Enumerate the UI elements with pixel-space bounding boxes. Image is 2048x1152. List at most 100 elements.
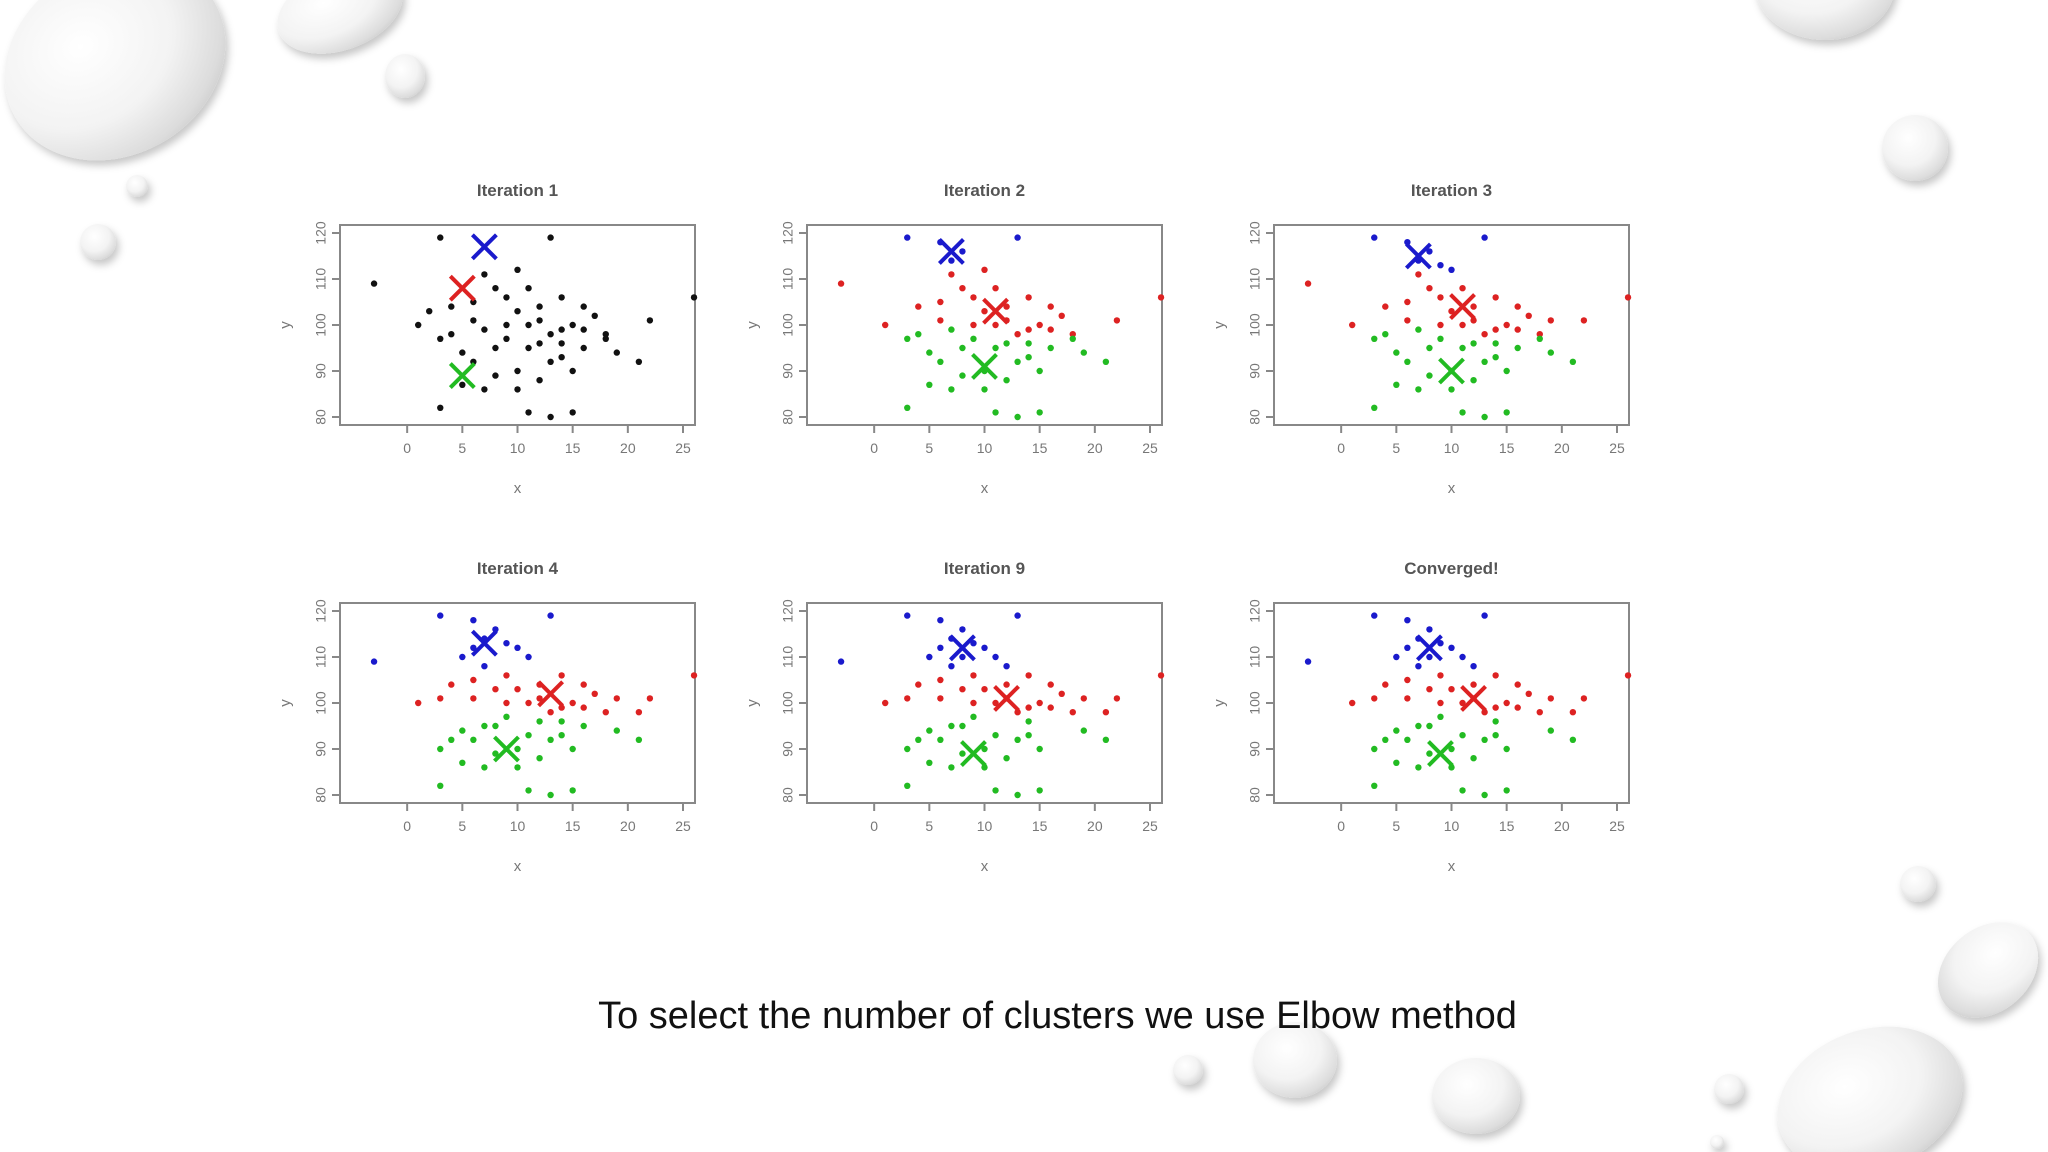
panel-title: Iteration 9 [944, 559, 1025, 578]
data-point [1437, 699, 1444, 707]
data-point [1069, 331, 1076, 338]
data-point [1014, 791, 1021, 799]
data-point [948, 326, 955, 333]
data-point [1036, 745, 1043, 753]
data-point [1058, 690, 1065, 697]
data-point [1547, 349, 1555, 356]
y-tick-label: 90 [313, 363, 329, 379]
data-point [1536, 335, 1543, 342]
data-point [1481, 331, 1488, 338]
data-point [613, 695, 620, 702]
data-point [937, 617, 944, 624]
data-point [569, 699, 576, 707]
data-point [981, 308, 988, 315]
data-point [1102, 709, 1110, 716]
data-point [503, 672, 510, 679]
data-point [948, 764, 955, 771]
data-point [904, 695, 911, 702]
data-point [635, 736, 643, 743]
centroid-marker [1404, 242, 1432, 270]
data-point [1404, 676, 1411, 684]
data-point [915, 736, 922, 743]
data-point [437, 335, 444, 342]
x-tick-label: 25 [1142, 818, 1158, 834]
plot-frame [806, 602, 1163, 804]
data-point [470, 617, 477, 624]
data-point [904, 782, 911, 789]
data-point [569, 321, 576, 329]
centroid-marker [937, 237, 965, 265]
data-point [1514, 704, 1521, 711]
data-point [1047, 681, 1054, 688]
data-point [514, 308, 521, 315]
data-point [1393, 381, 1400, 388]
data-point [470, 695, 477, 702]
y-tick-label: 90 [1247, 363, 1263, 379]
data-point [970, 335, 977, 342]
data-point [1481, 413, 1488, 421]
data-point [547, 736, 554, 743]
centroid-marker [971, 352, 998, 380]
data-point [1492, 326, 1499, 333]
data-point [1036, 367, 1043, 375]
x-tick-label: 25 [1609, 818, 1625, 834]
x-tick-label: 5 [925, 440, 933, 456]
data-point [1036, 787, 1043, 794]
data-point [1426, 372, 1433, 379]
data-point [1437, 713, 1444, 720]
data-point [426, 308, 433, 315]
data-point [970, 699, 977, 707]
data-point [459, 727, 466, 734]
data-point [992, 344, 999, 352]
data-point [1492, 354, 1499, 361]
data-point [1080, 349, 1088, 356]
centroid-marker [1416, 634, 1443, 662]
data-point [635, 709, 643, 716]
data-point [959, 750, 966, 757]
y-axis-label: y [744, 699, 761, 707]
x-tick-label: 25 [675, 818, 691, 834]
centroid-marker [949, 634, 976, 662]
data-point [992, 321, 999, 329]
data-point [1503, 787, 1510, 794]
y-tick-label: 110 [313, 646, 329, 669]
data-point [525, 787, 532, 794]
data-point [1470, 663, 1477, 670]
data-point [1003, 681, 1010, 688]
data-point [992, 787, 999, 794]
data-point [1503, 367, 1510, 375]
x-tick-label: 25 [1609, 440, 1625, 456]
data-point [1025, 732, 1032, 739]
data-point [1014, 612, 1021, 619]
y-tick-label: 100 [1247, 313, 1263, 337]
x-tick-label: 10 [977, 440, 993, 456]
data-point [915, 331, 922, 338]
x-tick-label: 15 [1499, 440, 1515, 456]
data-point [1047, 303, 1054, 310]
data-point [547, 709, 554, 716]
data-point [1404, 617, 1411, 624]
data-point [992, 285, 999, 292]
y-tick-label: 100 [1247, 691, 1263, 715]
data-point [1404, 695, 1411, 702]
data-point [1371, 335, 1378, 342]
data-point [992, 653, 999, 661]
data-point [1569, 358, 1577, 365]
data-point [1393, 759, 1400, 766]
y-tick-label: 110 [313, 268, 329, 291]
data-point [981, 266, 988, 273]
data-point [1448, 686, 1455, 693]
data-point [481, 386, 488, 393]
data-point [1470, 755, 1477, 762]
x-tick-label: 10 [510, 440, 526, 456]
data-point [547, 612, 554, 619]
data-point [1492, 340, 1499, 347]
data-point [1025, 340, 1032, 347]
data-point [1003, 303, 1010, 310]
data-point [470, 736, 477, 743]
data-point [1448, 745, 1455, 753]
data-point [580, 303, 587, 310]
y-tick-label: 120 [780, 221, 796, 245]
data-point [1459, 787, 1466, 794]
